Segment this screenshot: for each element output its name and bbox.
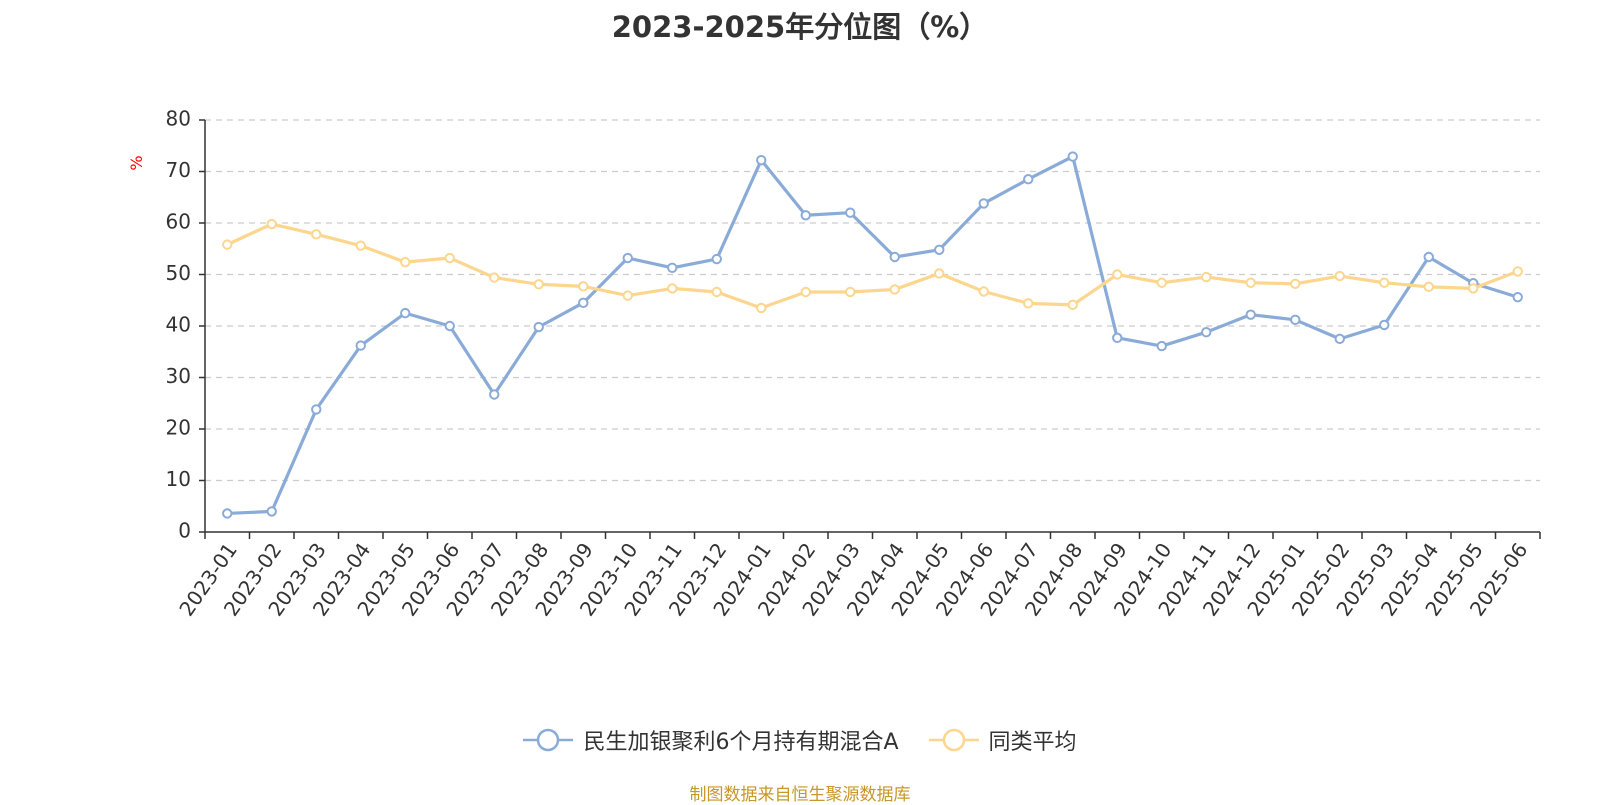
series-point-1 [667, 283, 678, 294]
series-point-0 [533, 321, 544, 333]
series-point-0 [845, 207, 856, 218]
series-point-1 [1156, 277, 1167, 288]
series-line-1 [226, 222, 1519, 310]
series-point-1 [400, 256, 411, 268]
series-point-0 [934, 244, 945, 255]
series-point-1 [1201, 271, 1212, 283]
series-point-1 [1512, 266, 1523, 277]
series-point-1 [355, 240, 366, 251]
series-point-0 [756, 154, 767, 166]
series-point-0 [444, 320, 455, 332]
series-point-1 [578, 281, 589, 292]
legend-average-icon [928, 728, 979, 752]
chart-title: 2023-2025年分位图（%） [611, 10, 989, 44]
series-point-0 [1112, 332, 1123, 344]
series-point-1 [266, 218, 277, 230]
series-point-0 [800, 210, 811, 221]
series-point-0 [1290, 314, 1301, 326]
series-point-1 [1423, 281, 1434, 293]
series-point-1 [889, 284, 900, 295]
series-point-0 [1156, 340, 1167, 352]
series-point-0 [889, 251, 900, 263]
series-point-0 [266, 506, 277, 517]
series-point-0 [222, 508, 233, 519]
series-point-1 [622, 290, 633, 301]
y-tick-label: 0 [178, 519, 191, 543]
y-tick-label: 50 [166, 261, 191, 285]
y-tick-label: 80 [166, 107, 191, 131]
series-point-0 [1423, 251, 1434, 263]
series-point-1 [978, 286, 989, 297]
series-point-0 [355, 340, 366, 351]
grid-lines [205, 119, 1540, 482]
series-point-1 [1112, 269, 1123, 280]
y-tick-label: 30 [166, 364, 191, 388]
y-tick-label: 70 [166, 158, 191, 182]
series-point-1 [533, 279, 544, 290]
series-point-0 [667, 262, 678, 274]
series-point-1 [489, 272, 500, 283]
series-point-1 [222, 239, 233, 250]
legend-label-fund: 民生加银聚利6个月持有期混合A [583, 730, 899, 755]
data-source-footer: 制图数据来自恒生聚源数据库 [689, 785, 911, 805]
y-tick-label: 60 [166, 210, 191, 234]
series-point-0 [1023, 174, 1034, 185]
series-point-1 [444, 252, 455, 264]
legend-label-average: 同类平均 [988, 730, 1077, 755]
series-point-0 [1512, 291, 1523, 303]
series-point-0 [1201, 326, 1212, 338]
series-point-0 [1379, 319, 1390, 331]
series-point-1 [756, 302, 767, 314]
legend-fund-icon [523, 728, 574, 752]
series-point-1 [1245, 277, 1256, 288]
series-lines [222, 151, 1523, 519]
series-point-1 [1023, 298, 1034, 309]
series-point-0 [978, 198, 989, 209]
series-point-1 [1379, 277, 1390, 288]
series-line-0 [227, 154, 1519, 516]
axes: 010203040506070802023-012023-022023-0320… [166, 107, 1541, 620]
legend-item-fund[interactable]: 民生加银聚利6个月持有期混合A [523, 724, 899, 756]
series-point-0 [1067, 151, 1078, 162]
series-point-0 [311, 404, 322, 415]
series-point-0 [711, 253, 722, 265]
series-point-0 [400, 307, 411, 319]
series-point-0 [1334, 333, 1345, 345]
series-point-0 [489, 389, 500, 400]
series-point-1 [1067, 299, 1078, 311]
y-tick-label: 40 [166, 313, 191, 337]
series-point-0 [578, 297, 589, 309]
series-point-1 [1334, 270, 1345, 282]
series-point-1 [1468, 283, 1479, 294]
series-point-1 [711, 286, 722, 298]
series-point-1 [1290, 278, 1301, 289]
series-point-0 [622, 252, 633, 264]
series-point-1 [311, 229, 322, 240]
y-tick-label: 20 [166, 416, 191, 440]
legend-item-average[interactable]: 同类平均 [928, 724, 1077, 756]
series-point-1 [934, 268, 945, 279]
series-point-0 [1245, 309, 1256, 320]
series-point-1 [845, 286, 856, 298]
y-tick-label: 10 [166, 467, 191, 491]
series-point-1 [800, 286, 811, 298]
legend: 民生加银聚利6个月持有期混合A 同类平均 [0, 724, 1600, 756]
y-axis-unit: % [127, 155, 146, 170]
